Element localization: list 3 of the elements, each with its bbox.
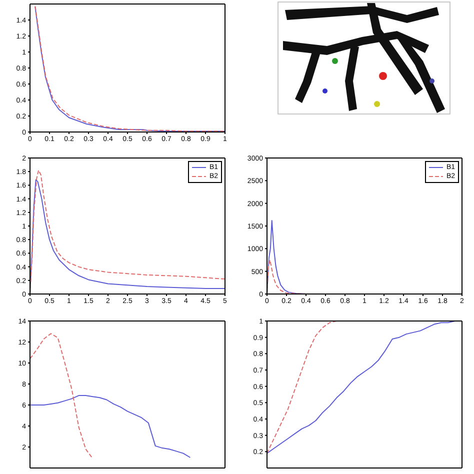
line-series <box>30 395 191 458</box>
line-series <box>30 333 94 460</box>
line-series <box>266 321 338 454</box>
